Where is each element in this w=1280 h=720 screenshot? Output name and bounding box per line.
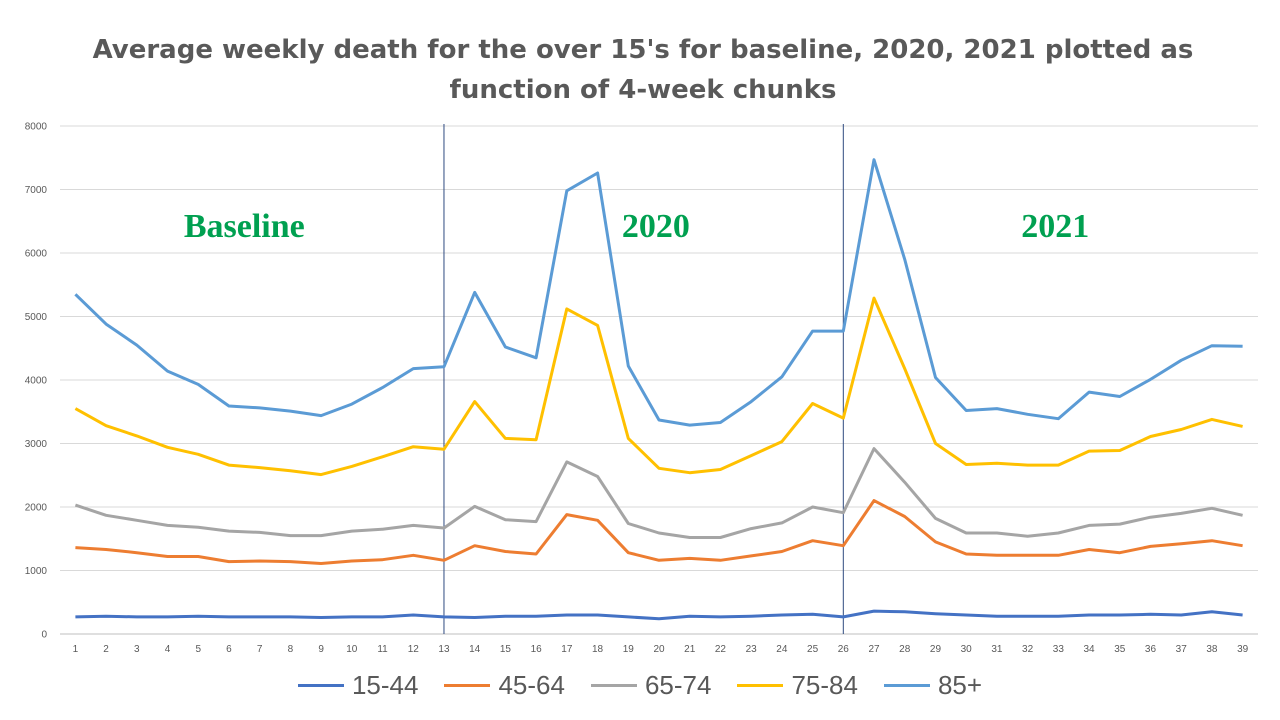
x-tick-label: 23: [746, 644, 758, 655]
x-tick-label: 17: [561, 644, 573, 655]
legend-label: 15-44: [351, 670, 419, 700]
legend-label: 65-74: [644, 670, 712, 700]
x-tick-label: 37: [1176, 644, 1188, 655]
legend-swatch: [297, 684, 344, 687]
x-tick-label: 16: [531, 644, 543, 655]
legend-swatch: [883, 684, 930, 687]
y-tick-label: 0: [41, 630, 47, 641]
x-tick-label: 28: [899, 644, 911, 655]
region-label: 2021: [1021, 208, 1089, 245]
series-line-45-64: [75, 499, 1243, 565]
x-tick-label: 8: [288, 644, 294, 655]
x-tick-label: 24: [776, 644, 788, 655]
x-tick-label: 30: [961, 644, 973, 655]
series-line-85+: [74, 158, 1243, 427]
x-tick-label: 20: [653, 644, 665, 655]
legend-label: 85+: [937, 670, 983, 700]
legend-item: 85+: [883, 670, 983, 701]
x-tick-label: 10: [346, 644, 358, 655]
y-tick-label: 2000: [25, 503, 48, 514]
legend-item: 45-64: [444, 670, 565, 701]
legend-item: 75-84: [737, 670, 858, 701]
y-tick-label: 4000: [25, 376, 48, 387]
x-tick-label: 2: [103, 644, 109, 655]
legend-label: 45-64: [498, 670, 565, 700]
x-tick-label: 29: [930, 644, 942, 655]
series-line-75-84: [74, 296, 1243, 477]
x-tick-label: 35: [1114, 644, 1126, 655]
x-tick-label: 14: [469, 644, 481, 655]
x-tick-label: 34: [1083, 644, 1095, 655]
x-tick-label: 15: [500, 644, 512, 655]
y-tick-label: 7000: [25, 185, 48, 196]
x-tick-label: 36: [1145, 644, 1157, 655]
x-tick-label: 5: [195, 644, 201, 655]
x-tick-label: 25: [807, 644, 819, 655]
x-tick-label: 22: [715, 644, 727, 655]
chart-title-line-1: Average weekly death for the over 15's f…: [92, 35, 1194, 65]
x-tick-label: 19: [623, 644, 635, 655]
x-tick-label: 13: [438, 644, 450, 655]
y-tick-label: 8000: [25, 122, 48, 133]
series-line-15-44: [75, 609, 1243, 621]
legend-swatch: [737, 684, 784, 687]
y-tick-label: 3000: [25, 439, 48, 450]
x-tick-label: 1: [73, 644, 79, 655]
x-tick-label: 3: [134, 644, 140, 655]
x-tick-label: 4: [165, 644, 171, 655]
chart-title: Average weekly death for the over 15's f…: [0, 30, 1280, 110]
legend-item: 65-74: [590, 670, 712, 701]
x-tick-label: 6: [226, 644, 232, 655]
y-tick-label: 1000: [25, 566, 48, 577]
x-tick-label: 21: [684, 644, 696, 655]
chart-title-line-2: function of 4-week chunks: [449, 75, 837, 105]
x-tick-label: 26: [838, 644, 850, 655]
legend-label: 75-84: [791, 670, 858, 700]
x-tick-label: 18: [592, 644, 604, 655]
chart-legend: 15-44 45-64 65-74 75-84 85+: [0, 670, 1280, 701]
x-tick-label: 12: [408, 644, 420, 655]
x-tick-label: 27: [868, 644, 880, 655]
y-tick-label: 6000: [25, 249, 48, 260]
x-tick-label: 38: [1206, 644, 1218, 655]
region-label: 2020: [622, 208, 690, 245]
legend-item: 15-44: [297, 670, 419, 701]
x-tick-label: 9: [318, 644, 324, 655]
y-tick-label: 5000: [25, 312, 48, 323]
legend-swatch: [590, 684, 637, 687]
region-label: Baseline: [184, 208, 305, 245]
x-tick-label: 33: [1053, 644, 1065, 655]
legend-swatch: [444, 684, 491, 687]
x-tick-label: 31: [991, 644, 1003, 655]
x-tick-label: 39: [1237, 644, 1249, 655]
x-tick-label: 32: [1022, 644, 1034, 655]
x-tick-label: 11: [377, 644, 388, 655]
x-tick-label: 7: [257, 644, 263, 655]
series-line-65-74: [74, 447, 1243, 539]
